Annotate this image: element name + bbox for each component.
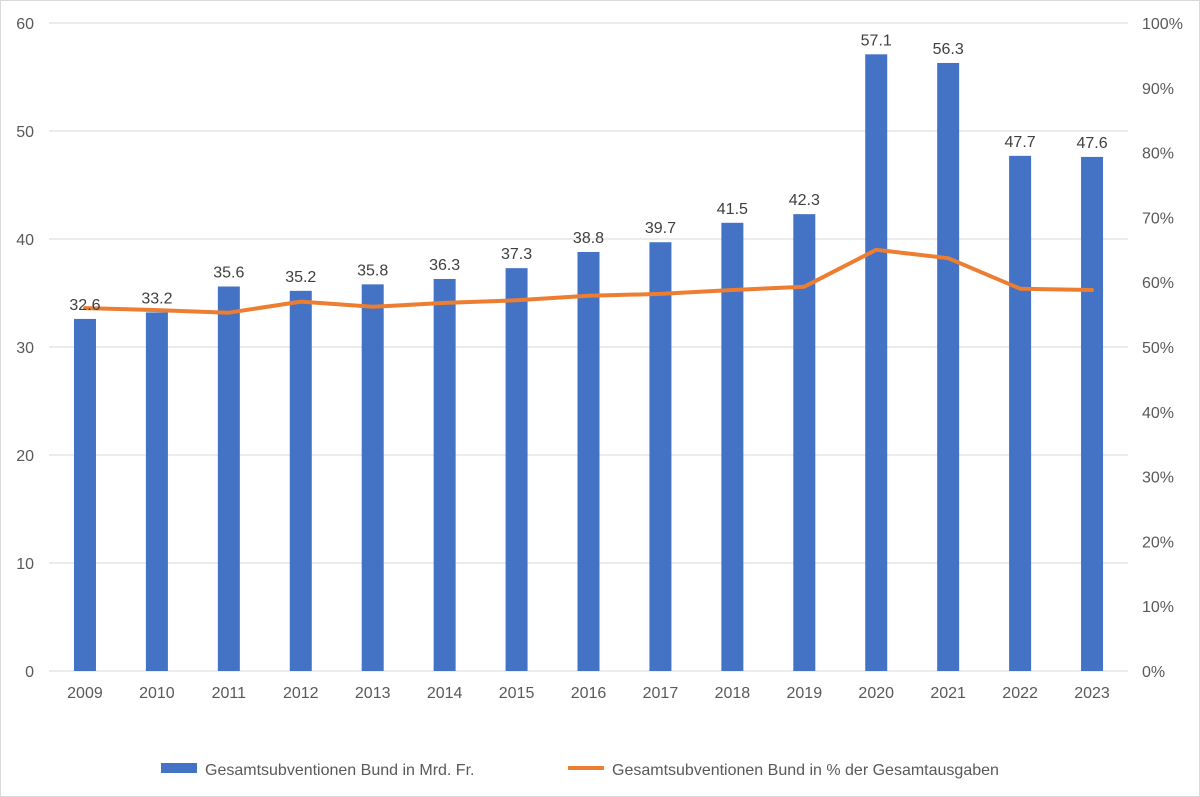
y-left-tick-label: 50: [16, 124, 34, 141]
x-tick-label: 2018: [715, 685, 751, 702]
y-right-tick-label: 60%: [1142, 275, 1174, 292]
y-right-tick-label: 10%: [1142, 599, 1174, 616]
y-left-tick-label: 0: [25, 664, 34, 681]
bar-2010: [145, 312, 168, 671]
x-tick-label: 2023: [1074, 685, 1110, 702]
bar-2014: [433, 278, 456, 671]
y-right-tick-label: 40%: [1142, 405, 1174, 422]
x-tick-label: 2009: [67, 685, 103, 702]
bar-value-label: 36.3: [429, 257, 460, 274]
bar-2013: [361, 284, 384, 671]
y-left-tick-label: 10: [16, 556, 34, 573]
bar-value-label: 32.6: [69, 297, 100, 314]
x-tick-label: 2015: [499, 685, 535, 702]
y-left-tick-label: 30: [16, 340, 34, 357]
legend-label-line: Gesamtsubventionen Bund in % der Gesamta…: [612, 762, 999, 779]
bar-value-labels: 32.6 33.2 35.6 35.2 35.8 36.3 37.3 38.8 39.7 41.5…: [69, 32, 1107, 314]
left-axis-ticks: 0 10 20 30 40 50 60: [16, 16, 34, 681]
y-right-tick-label: 80%: [1142, 146, 1174, 163]
bar-2023: [1081, 156, 1104, 672]
bar-value-label: 37.3: [501, 246, 532, 263]
y-right-tick-label: 50%: [1142, 340, 1174, 357]
bar-value-label: 42.3: [789, 192, 820, 209]
bar-series: [73, 54, 1104, 672]
bar-value-label: 47.6: [1076, 135, 1107, 152]
x-tick-label: 2012: [283, 685, 319, 702]
bar-value-label: 35.2: [285, 269, 316, 286]
bar-2017: [649, 242, 672, 672]
x-tick-label: 2022: [1002, 685, 1038, 702]
bar-value-label: 56.3: [933, 41, 964, 58]
y-right-tick-label: 90%: [1142, 81, 1174, 98]
bar-value-label: 33.2: [141, 290, 172, 307]
y-right-tick-label: 0%: [1142, 664, 1165, 681]
legend-swatch-bars: [161, 763, 197, 773]
line-series: [83, 247, 1094, 315]
x-tick-label: 2016: [571, 685, 607, 702]
legend: Gesamtsubventionen Bund in Mrd. Fr. Gesa…: [161, 762, 999, 779]
bar-2018: [721, 222, 744, 672]
bar-value-label: 57.1: [861, 32, 892, 49]
y-left-tick-label: 20: [16, 448, 34, 465]
y-right-tick-label: 30%: [1142, 470, 1174, 487]
bar-value-label: 41.5: [717, 201, 748, 218]
bar-value-label: 35.8: [357, 262, 388, 279]
bar-2012: [289, 290, 312, 671]
x-tick-label: 2011: [212, 685, 247, 702]
bar-2020: [865, 54, 888, 671]
bar-2009: [73, 318, 96, 671]
x-tick-label: 2010: [139, 685, 175, 702]
bar-value-label: 38.8: [573, 230, 604, 247]
y-left-tick-label: 40: [16, 232, 34, 249]
x-axis-ticks: 2009 2010 2011 2012 2013 2014 2015 2016 2017 2018…: [67, 685, 1110, 702]
x-tick-label: 2014: [427, 685, 463, 702]
y-right-tick-label: 20%: [1142, 534, 1174, 551]
y-right-tick-label: 100%: [1142, 16, 1183, 33]
bar-2021: [937, 62, 960, 671]
y-left-tick-label: 60: [16, 16, 34, 33]
legend-label-bars: Gesamtsubventionen Bund in Mrd. Fr.: [205, 762, 474, 779]
bar-value-label: 35.6: [213, 265, 244, 282]
bar-2016: [577, 251, 600, 671]
bar-2022: [1009, 155, 1032, 672]
line-percent-series: [83, 247, 1094, 315]
bar-value-label: 39.7: [645, 220, 676, 237]
x-tick-label: 2021: [930, 685, 966, 702]
x-tick-label: 2017: [643, 685, 679, 702]
right-axis-ticks: 0% 10% 20% 30% 40% 50% 60% 70% 80% 90% 100%: [1142, 16, 1183, 681]
bar-2019: [793, 214, 816, 671]
x-tick-label: 2019: [787, 685, 823, 702]
x-tick-label: 2020: [858, 685, 894, 702]
y-right-tick-label: 70%: [1142, 210, 1174, 227]
bar-value-label: 47.7: [1005, 134, 1036, 151]
bar-2011: [217, 286, 240, 671]
x-tick-label: 2013: [355, 685, 391, 702]
bar-2015: [505, 268, 528, 671]
